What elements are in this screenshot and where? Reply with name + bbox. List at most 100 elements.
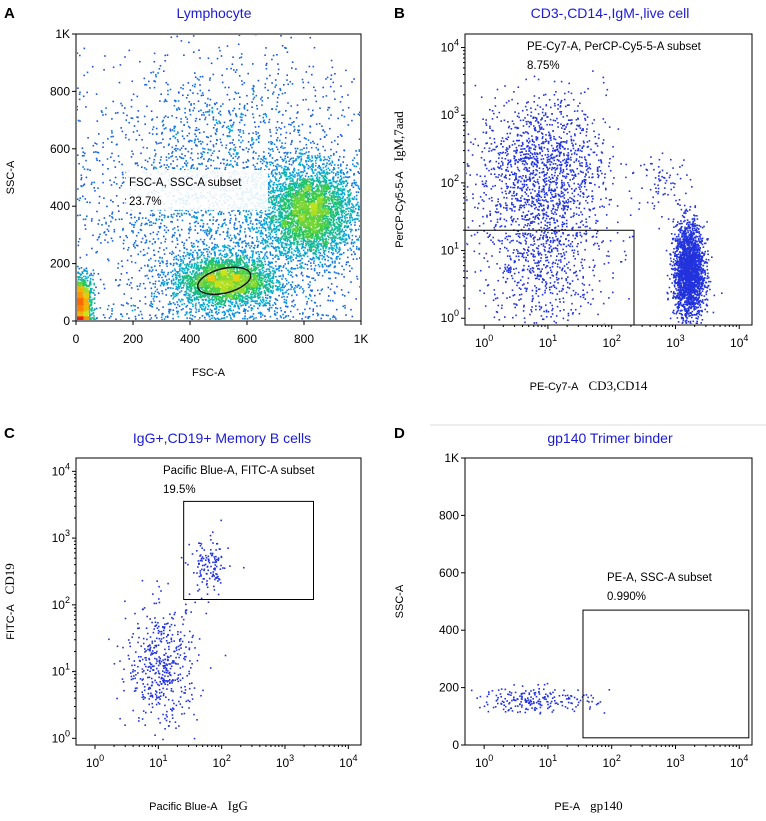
event-point	[188, 213, 191, 215]
event-point	[217, 246, 219, 248]
event-point	[351, 267, 353, 270]
event-point	[316, 312, 318, 315]
event-point	[187, 286, 189, 288]
event-point	[171, 221, 173, 223]
event-point	[154, 222, 157, 225]
event-point	[302, 86, 305, 89]
event-point	[218, 150, 220, 152]
event-point	[410, 180, 412, 182]
event-point	[251, 101, 253, 103]
event-point	[313, 46, 316, 49]
event-point	[233, 226, 235, 229]
event-point	[133, 125, 136, 127]
event-point	[188, 301, 190, 304]
event-point	[175, 133, 178, 136]
event-point	[197, 269, 199, 272]
event-point	[290, 268, 292, 270]
event-point	[209, 219, 211, 221]
event-point	[267, 216, 269, 218]
event-point	[226, 309, 229, 312]
event-point	[177, 140, 179, 143]
event-point	[350, 230, 352, 233]
event-point	[100, 242, 102, 244]
event-point	[190, 272, 193, 275]
event-point	[244, 250, 247, 253]
event-point	[310, 186, 313, 188]
event-point	[185, 209, 187, 212]
event-point	[154, 315, 157, 317]
event-point	[324, 233, 327, 235]
event-point	[246, 109, 249, 112]
event-point	[276, 227, 278, 229]
event-point	[352, 163, 354, 166]
event-point	[210, 164, 212, 167]
event-point	[173, 130, 176, 132]
event-point	[378, 226, 380, 228]
event-point	[279, 210, 282, 213]
event-point	[263, 223, 266, 226]
event-point	[250, 307, 253, 309]
event-point	[191, 300, 193, 302]
event-point	[231, 313, 234, 316]
event-point	[166, 282, 168, 284]
event-point	[217, 261, 219, 263]
event-point	[175, 156, 177, 158]
event-point	[281, 145, 283, 147]
event-point	[236, 164, 239, 166]
event-point	[417, 82, 419, 84]
event-point	[105, 107, 107, 109]
event-point	[179, 268, 181, 270]
event-point	[191, 140, 193, 142]
event-point	[400, 170, 402, 172]
event-point	[193, 267, 195, 269]
event-point	[353, 196, 356, 198]
event-point	[241, 63, 243, 66]
event-point	[296, 187, 299, 189]
event-point	[131, 117, 134, 120]
event-point	[271, 108, 273, 110]
event-point	[289, 132, 291, 135]
event-point	[209, 213, 212, 215]
event-point	[288, 123, 290, 126]
event-point	[276, 168, 278, 171]
event-point	[193, 264, 196, 266]
event-point	[173, 104, 176, 107]
event-point	[315, 168, 317, 171]
event-point	[309, 294, 311, 296]
event-point	[157, 291, 159, 294]
event-point	[236, 255, 239, 257]
event-point	[288, 288, 290, 291]
event-point	[79, 273, 81, 275]
event-point	[333, 168, 336, 170]
event-point	[244, 304, 247, 306]
event-point	[190, 228, 192, 231]
event-point	[229, 250, 232, 252]
event-point	[173, 167, 175, 170]
event-point	[166, 315, 169, 317]
event-point	[287, 293, 290, 295]
event-point	[251, 241, 253, 243]
event-point	[121, 104, 123, 107]
event-point	[177, 315, 180, 318]
event-point	[77, 188, 79, 190]
event-point	[111, 240, 114, 242]
event-point	[355, 298, 357, 300]
event-point	[83, 168, 86, 170]
event-point	[103, 69, 105, 71]
event-point	[207, 152, 209, 154]
event-point	[260, 216, 262, 218]
event-point	[277, 190, 279, 192]
event-point	[243, 107, 245, 109]
event-point	[275, 260, 277, 263]
event-point	[362, 244, 364, 246]
event-point	[248, 132, 250, 135]
event-point	[369, 229, 371, 231]
event-point	[125, 235, 127, 237]
event-point	[318, 258, 321, 261]
event-point	[104, 55, 106, 57]
event-point	[307, 160, 310, 162]
event-point	[204, 231, 206, 234]
event-point	[268, 262, 270, 265]
event-point	[273, 203, 275, 205]
event-point	[167, 303, 170, 306]
